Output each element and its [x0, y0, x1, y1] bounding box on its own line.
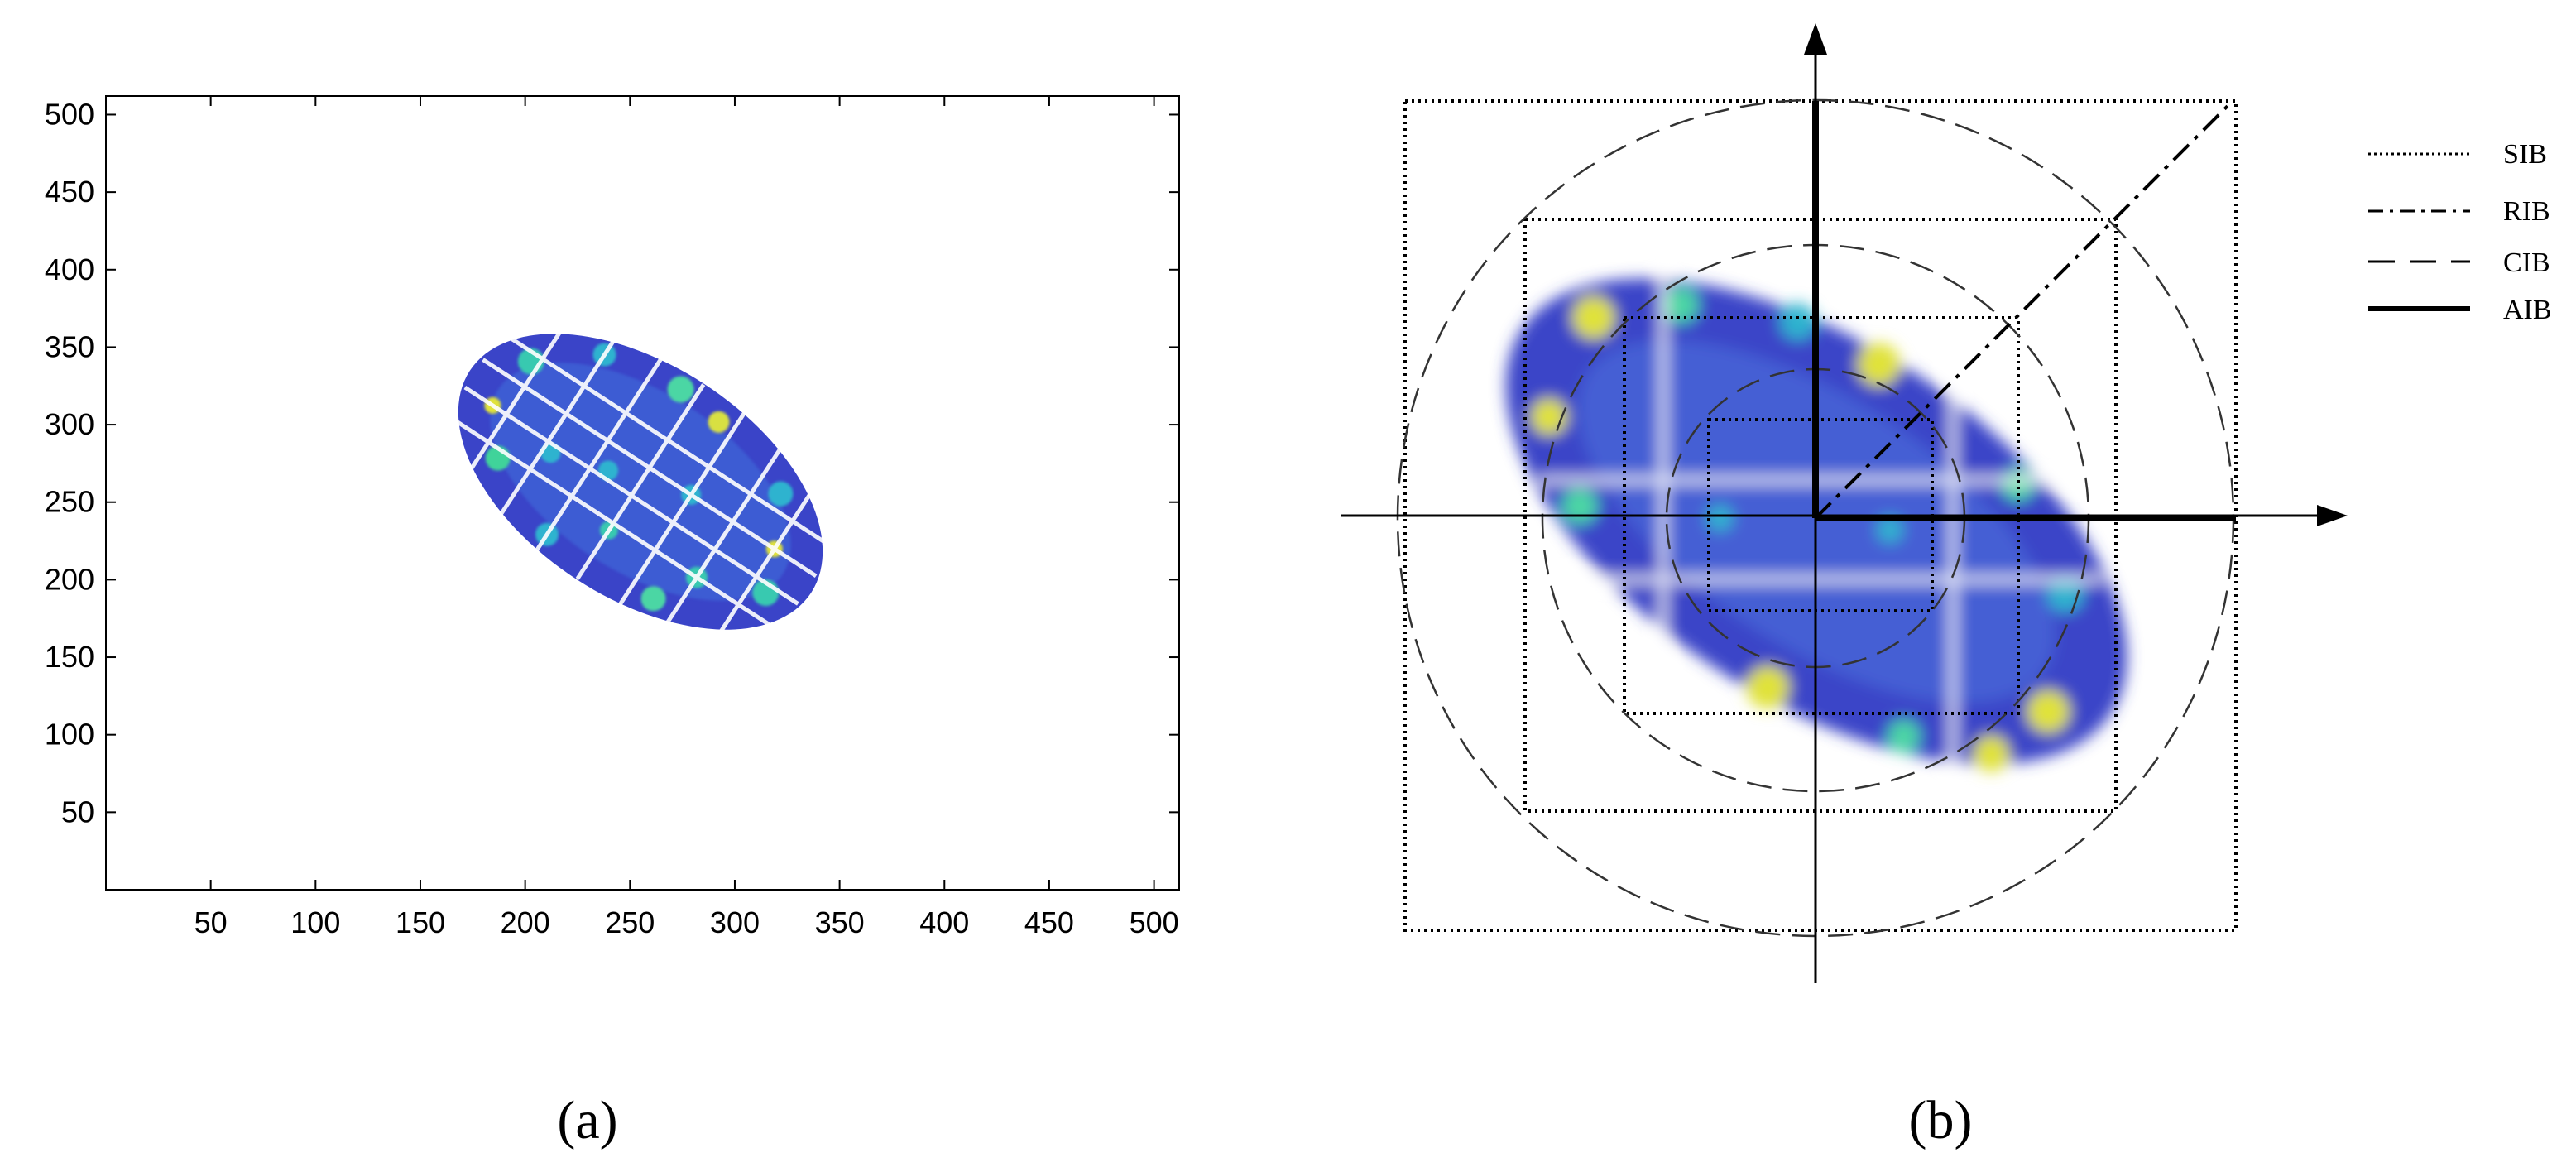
y-axis-arrow-icon: [1804, 23, 1827, 55]
x-tick-label: 450: [1024, 905, 1074, 939]
x-tick-label: 250: [605, 905, 655, 939]
y-tick-label: 400: [45, 252, 94, 286]
y-tick-label: 200: [45, 562, 94, 596]
y-axis-ticks: 50 100 150 200 250 300 350 400 450 500: [45, 97, 1179, 828]
legend-item-rib: RIB: [2368, 196, 2550, 227]
svg-text:SIB: SIB: [2503, 139, 2547, 170]
aib-arms: [1812, 101, 2236, 521]
x-tick-label: 400: [919, 905, 969, 939]
heatmap-grid-lines: [445, 302, 836, 661]
x-tick-label: 350: [815, 905, 865, 939]
y-tick-label: 50: [61, 795, 94, 828]
legend-item-cib: CIB: [2368, 247, 2550, 278]
y-tick-label: 300: [45, 407, 94, 441]
x-tick-label: 300: [710, 905, 760, 939]
x-tick-label: 150: [396, 905, 445, 939]
heatmap-blob: [445, 302, 836, 661]
svg-text:CIB: CIB: [2503, 247, 2550, 278]
rib-diagonal: [1814, 102, 2232, 520]
panel-a: 50 100 150 200 250 300 350 400 450 500 50 100 150 20…: [45, 95, 1180, 1150]
caption-a: (a): [557, 1090, 617, 1150]
y-tick-label: 450: [45, 175, 94, 209]
x-tick-label: 100: [290, 905, 340, 939]
svg-text:RIB: RIB: [2503, 196, 2550, 227]
y-tick-label: 350: [45, 329, 94, 363]
y-tick-label: 150: [45, 640, 94, 674]
caption-b: (b): [1909, 1090, 1973, 1150]
panel-b: SIB RIB CIB AIB (b): [1341, 23, 2552, 1150]
y-tick-label: 100: [45, 718, 94, 752]
x-tick-label: 50: [194, 905, 228, 939]
legend: SIB RIB CIB AIB: [2368, 139, 2552, 325]
x-tick-label: 200: [501, 905, 550, 939]
y-tick-label: 500: [45, 97, 94, 131]
x-axis-arrow-icon: [2317, 505, 2348, 526]
x-tick-label: 500: [1130, 905, 1179, 939]
y-tick-label: 250: [45, 485, 94, 519]
legend-item-aib: AIB: [2368, 295, 2552, 325]
svg-text:AIB: AIB: [2503, 295, 2552, 325]
legend-item-sib: SIB: [2368, 139, 2547, 170]
x-axis-ticks: 50 100 150 200 250 300 350 400 450 500: [194, 96, 1179, 939]
